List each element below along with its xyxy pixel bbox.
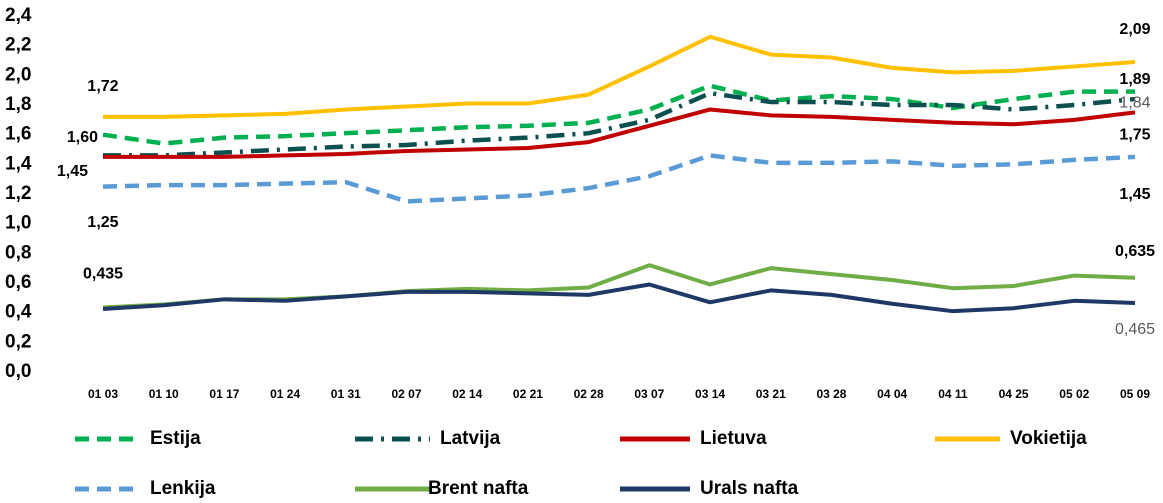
data-label: 0,465 bbox=[1115, 321, 1155, 338]
y-tick-label: 1,2 bbox=[5, 183, 31, 204]
data-label: 1,45 bbox=[1119, 186, 1150, 203]
y-tick-label: 1,0 bbox=[5, 213, 31, 234]
data-label: 1,89 bbox=[1119, 71, 1150, 88]
y-tick-label: 2,2 bbox=[5, 35, 31, 56]
legend-label: Lenkija bbox=[150, 478, 216, 499]
x-tick-label: 03 07 bbox=[634, 387, 664, 401]
y-tick-label: 0,6 bbox=[5, 272, 31, 293]
data-label: 1,45 bbox=[57, 163, 88, 180]
data-label: 0,635 bbox=[1115, 243, 1155, 260]
data-label: 0,435 bbox=[83, 266, 123, 283]
series-line bbox=[103, 34, 1136, 119]
series-line bbox=[103, 90, 1136, 158]
x-tick-label: 04 25 bbox=[999, 387, 1029, 401]
y-tick-label: 0,0 bbox=[5, 361, 31, 382]
x-tick-label: 02 14 bbox=[452, 387, 482, 401]
x-tick-label: 01 03 bbox=[88, 387, 118, 401]
data-label: 1,84 bbox=[1119, 94, 1150, 111]
x-tick-label: 04 11 bbox=[938, 387, 968, 401]
series-line bbox=[102, 282, 1136, 314]
x-tick-label: 03 21 bbox=[756, 387, 786, 401]
x-tick-label: 01 10 bbox=[149, 387, 179, 401]
y-tick-label: 2,0 bbox=[5, 64, 31, 85]
x-tick-label: 03 14 bbox=[695, 387, 725, 401]
legend-label: Vokietija bbox=[1010, 428, 1087, 449]
x-tick-label: 03 28 bbox=[816, 387, 846, 401]
data-label: 1,75 bbox=[1119, 127, 1150, 144]
y-tick-label: 1,8 bbox=[5, 94, 31, 115]
y-tick-label: 0,8 bbox=[5, 242, 31, 263]
y-tick-label: 0,4 bbox=[5, 302, 32, 323]
x-tick-label: 01 24 bbox=[270, 387, 300, 401]
x-tick-label: 02 28 bbox=[574, 387, 604, 401]
series-line bbox=[102, 153, 1136, 204]
legend-label: Latvija bbox=[440, 428, 501, 449]
data-label: 1,72 bbox=[87, 78, 118, 95]
x-tick-label: 01 17 bbox=[209, 387, 239, 401]
x-tick-label: 02 21 bbox=[513, 387, 543, 401]
data-label: 2,09 bbox=[1119, 21, 1150, 38]
y-tick-label: 0,2 bbox=[5, 331, 31, 352]
x-tick-label: 05 09 bbox=[1120, 387, 1150, 401]
legend-label: Brent nafta bbox=[428, 478, 529, 499]
y-tick-label: 1,6 bbox=[5, 124, 31, 145]
data-label: 1,60 bbox=[67, 129, 98, 146]
x-tick-label: 04 04 bbox=[877, 387, 907, 401]
legend-label: Estija bbox=[150, 428, 201, 449]
legend-label: Urals nafta bbox=[700, 478, 799, 499]
data-label: 1,25 bbox=[87, 214, 118, 231]
legend-label: Lietuva bbox=[700, 428, 767, 449]
y-tick-label: 1,4 bbox=[5, 153, 32, 174]
x-tick-label: 01 31 bbox=[331, 387, 361, 401]
x-tick-label: 02 07 bbox=[392, 387, 422, 401]
series-line bbox=[103, 107, 1136, 159]
x-tick-label: 05 02 bbox=[1059, 387, 1089, 401]
y-tick-label: 2,4 bbox=[5, 5, 32, 26]
